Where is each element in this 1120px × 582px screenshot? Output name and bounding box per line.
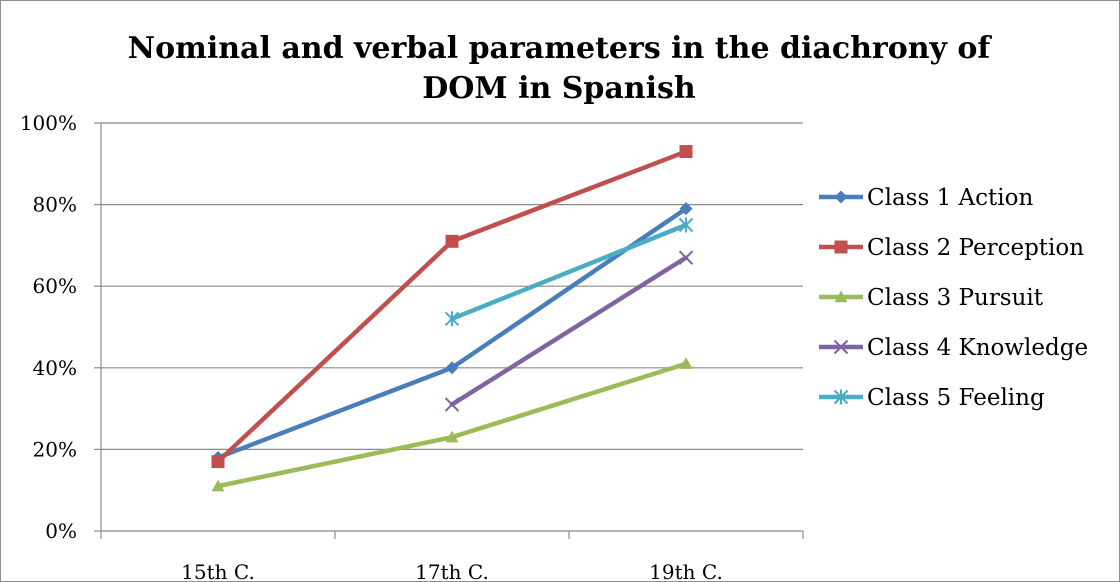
data-point — [445, 234, 459, 248]
series-4 — [444, 250, 694, 412]
data-point — [445, 361, 459, 375]
legend-item: Class 4 Knowledge — [819, 335, 1088, 361]
legend-label: Class 1 Action — [867, 185, 1033, 211]
data-series — [211, 145, 694, 492]
gridlines — [101, 122, 803, 450]
legend-marker — [833, 389, 849, 405]
legend-label: Class 5 Feeling — [867, 385, 1045, 411]
data-point — [211, 479, 225, 492]
x-tick-label: 19th C. — [649, 560, 723, 581]
y-tick-label: 0% — [45, 519, 77, 543]
y-tick-label: 20% — [33, 437, 77, 461]
data-point — [444, 397, 460, 412]
y-tick-label: 40% — [33, 356, 77, 380]
series-line — [215, 361, 689, 489]
data-point — [211, 455, 225, 469]
series-3 — [211, 357, 693, 492]
legend-label: Class 2 Perception — [867, 235, 1084, 261]
legend-item: Class 5 Feeling — [819, 385, 1045, 411]
series-line — [449, 255, 689, 407]
legend-marker — [834, 290, 848, 303]
legend-item: Class 2 Perception — [819, 235, 1084, 261]
legend-item: Class 1 Action — [819, 185, 1033, 211]
data-point — [679, 145, 693, 159]
legend-marker — [834, 190, 848, 204]
chart-title-line-1: Nominal and verbal parameters in the dia… — [128, 31, 993, 66]
legend-label: Class 3 Pursuit — [867, 285, 1044, 311]
x-axis-tick-labels: 15th C. 17th C. 19th C. — [181, 560, 723, 581]
chart-title-line-2: DOM in Spanish — [422, 71, 696, 106]
y-tick-label: 100% — [20, 111, 77, 135]
chart-title: Nominal and verbal parameters in the dia… — [128, 31, 993, 106]
series-5 — [444, 217, 694, 327]
data-point — [678, 217, 694, 233]
x-tick-label: 15th C. — [181, 560, 255, 581]
data-point — [445, 430, 459, 443]
legend-item: Class 3 Pursuit — [819, 285, 1044, 311]
data-point — [679, 357, 693, 369]
legend-label: Class 4 Knowledge — [867, 335, 1088, 361]
legend: Class 1 Action Class 2 Perception Class 3 … — [819, 185, 1088, 411]
axes — [94, 122, 804, 539]
data-point — [679, 202, 693, 216]
data-point — [678, 250, 694, 265]
x-tick-label: 17th C. — [415, 560, 489, 581]
y-tick-label: 80% — [33, 193, 77, 217]
data-point — [444, 311, 460, 327]
legend-marker — [834, 240, 848, 254]
series-2 — [211, 145, 693, 469]
series-line — [449, 222, 689, 322]
series-line — [215, 149, 689, 464]
y-axis-tick-labels: 0% 20% 40% 60% 80% 100% — [20, 111, 77, 543]
legend-marker — [833, 339, 849, 355]
y-tick-label: 60% — [33, 274, 77, 298]
